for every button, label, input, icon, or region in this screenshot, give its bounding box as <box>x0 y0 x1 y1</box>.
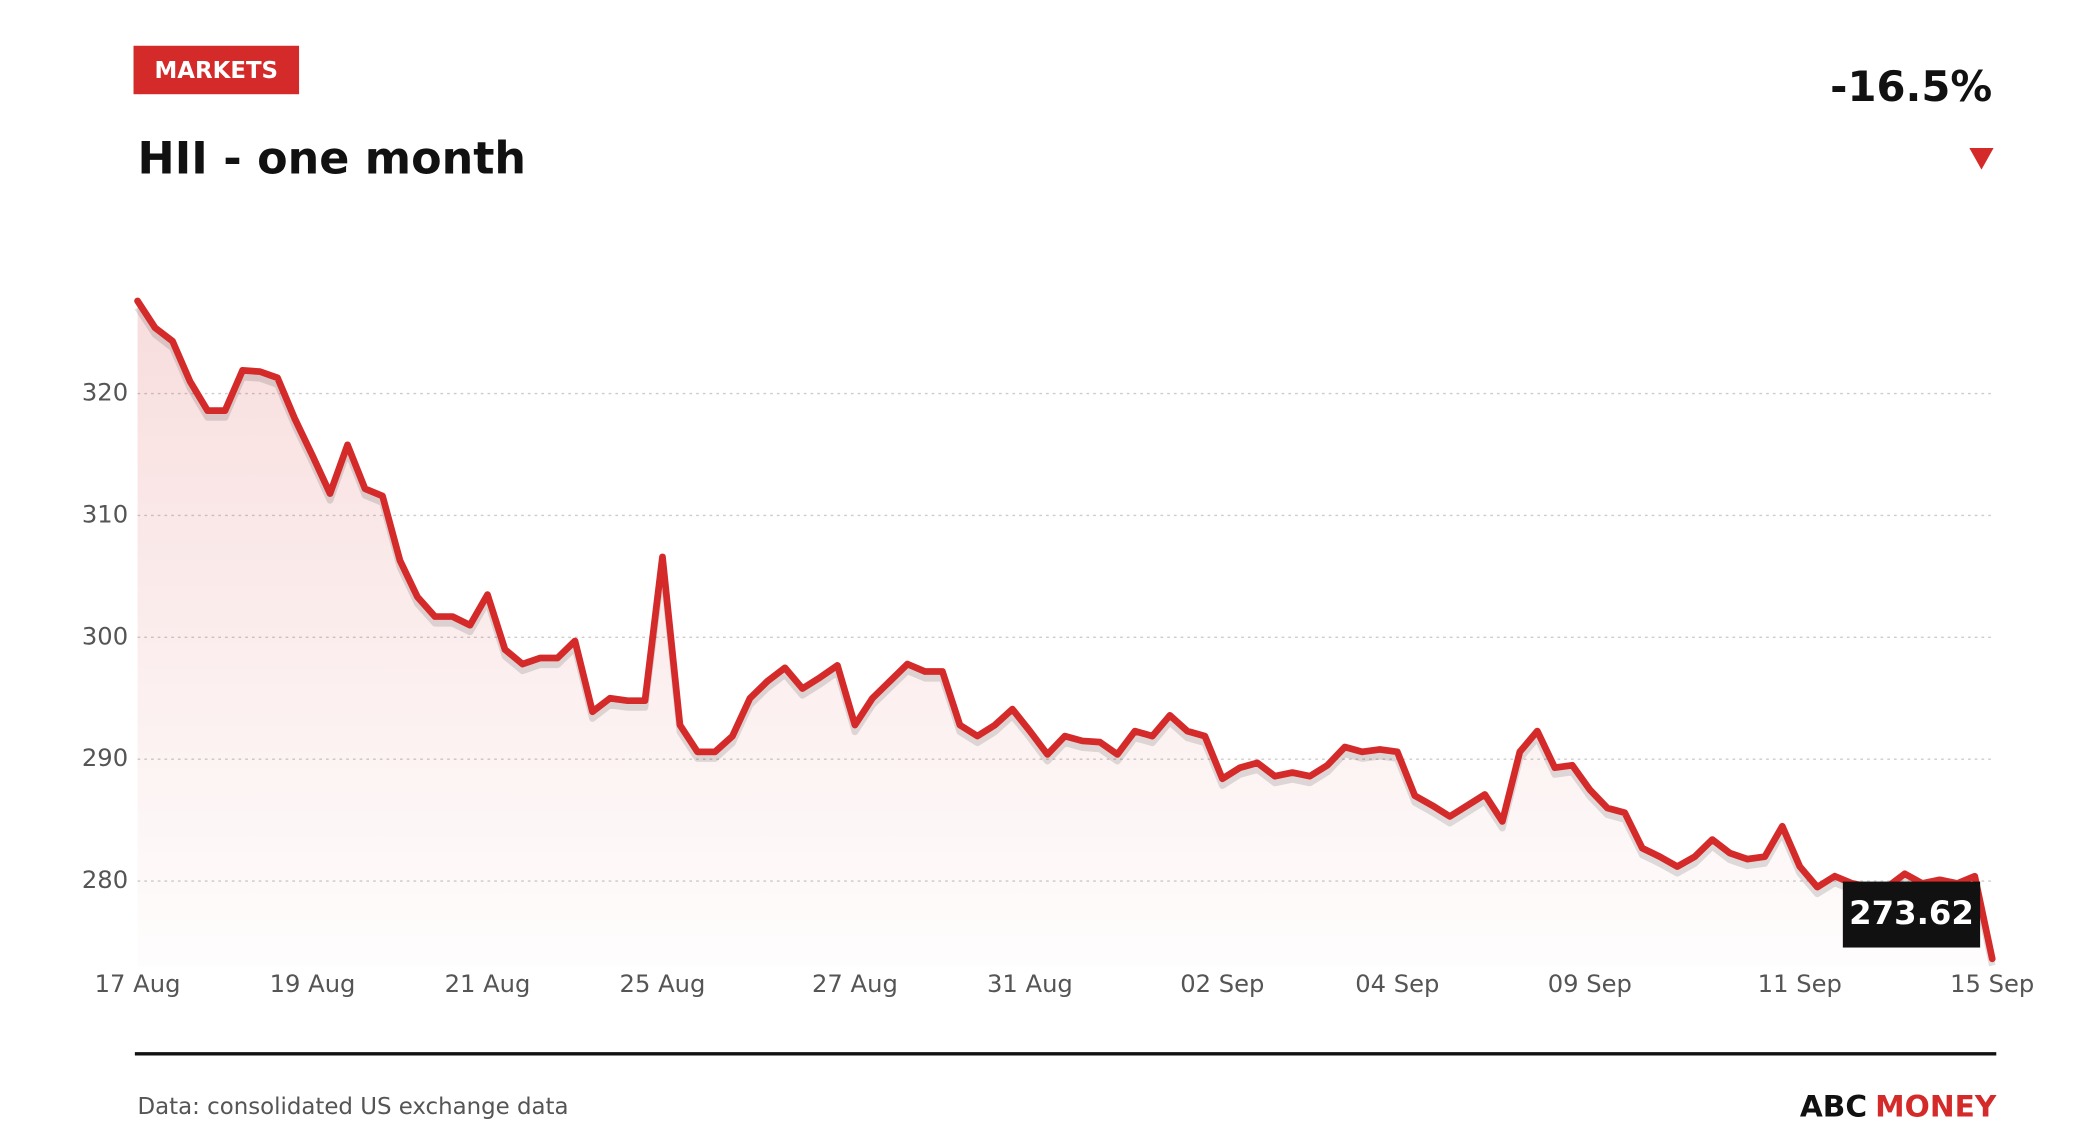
brand-second: MONEY <box>1875 1089 1997 1123</box>
badge-bg <box>133 45 300 95</box>
x-tick-label: 17 Aug <box>95 970 181 998</box>
x-tick-label: 27 Aug <box>812 970 898 998</box>
y-tick-label: 310 <box>82 500 128 528</box>
x-tick-label: 02 Sep <box>1180 970 1264 998</box>
x-tick-label: 09 Sep <box>1548 970 1632 998</box>
line <box>134 297 1996 963</box>
x-tick-label: 15 Sep <box>1950 970 2034 998</box>
x-tick-label: 19 Aug <box>270 970 356 998</box>
y-tick-label: 300 <box>82 622 128 650</box>
line-shadow <box>134 305 1996 967</box>
change: -16.5% <box>1830 62 1992 111</box>
source: Data: consolidated US exchange data <box>138 1094 569 1120</box>
brand-first: ABC <box>1800 1089 1867 1123</box>
x-tick-label: 31 Aug <box>987 970 1073 998</box>
x-tick-label: 11 Sep <box>1758 970 1842 998</box>
y-tick-label: 290 <box>82 744 128 772</box>
y-tick-label: 280 <box>82 866 128 894</box>
brand: ABC MONEY <box>1800 1089 1997 1123</box>
x-tick-label: 21 Aug <box>445 970 531 998</box>
last-value-label: 273.62 <box>1849 894 1974 932</box>
x-tick-label: 25 Aug <box>620 970 706 998</box>
area <box>137 300 1993 967</box>
chart-title: HII - one month <box>138 134 527 185</box>
y-tick-label: 320 <box>82 379 128 407</box>
badge: MARKETS <box>155 58 279 84</box>
last-value-bg <box>1842 881 1981 948</box>
down-arrow <box>1969 148 1994 170</box>
plot: 280 290 300 310 320 17 Aug 19 Aug 21 Aug 25 Aug 2… <box>82 297 2034 998</box>
x-tick-label: 04 Sep <box>1355 970 1439 998</box>
